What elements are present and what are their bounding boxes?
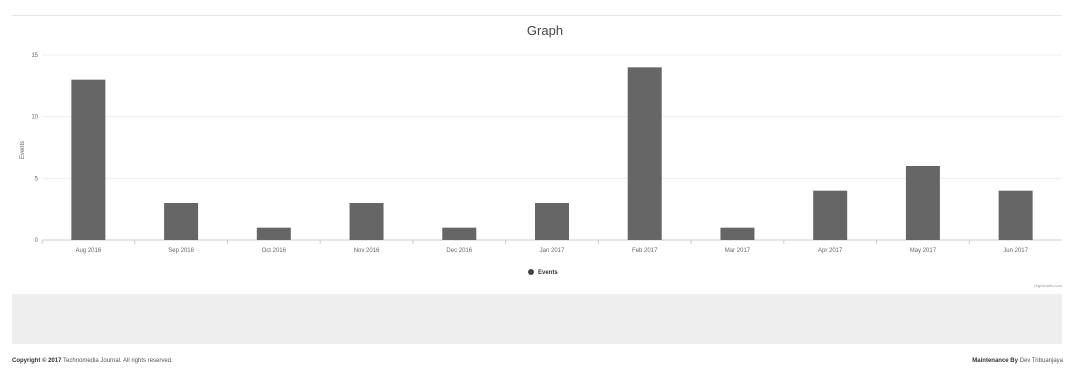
legend-marker-icon [528, 269, 534, 275]
bar[interactable] [71, 79, 106, 241]
x-tick-label: Aug 2016 [76, 248, 102, 254]
bar[interactable] [256, 227, 291, 240]
events-bar-chart: Graph Events 0 5 10 15 Aug 2016 Sep 2016 Oct … [20, 23, 1063, 288]
bars [71, 67, 1033, 241]
top-divider [12, 15, 1062, 16]
y-tick-label: 0 [35, 238, 39, 244]
maintainer-link[interactable]: Dev Tribuanjaya [1019, 358, 1063, 364]
y-axis-title: Events [20, 141, 26, 159]
copyright-strong: Copyright © 2017 [12, 358, 62, 364]
legend-label: Events [538, 270, 558, 276]
legend[interactable]: Events [528, 269, 558, 276]
x-tick-label: Nov 2016 [354, 248, 380, 254]
bar[interactable] [720, 227, 755, 240]
footer-band [12, 294, 1062, 344]
bar[interactable] [627, 67, 662, 240]
x-tick-label: Apr 2017 [818, 248, 843, 254]
y-axis-ticks: 0 5 10 15 [31, 53, 38, 244]
bar[interactable] [164, 203, 199, 240]
x-tick-label: Dec 2016 [446, 248, 472, 254]
x-tick-label: Mar 2017 [725, 248, 751, 254]
bar[interactable] [813, 190, 848, 240]
chart-credits[interactable]: Highcharts.com [1034, 283, 1062, 288]
x-tick-label: Jun 2017 [1003, 248, 1028, 254]
bar[interactable] [905, 166, 940, 240]
maintenance-credit: Maintenance By Dev Tribuanjaya [972, 358, 1063, 364]
y-tick-label: 15 [31, 53, 38, 59]
x-tick-label: Oct 2016 [262, 248, 287, 254]
chart-title: Graph [527, 23, 563, 38]
x-tick-label: Feb 2017 [632, 248, 658, 254]
bar[interactable] [442, 227, 477, 240]
x-tick-label: Jan 2017 [540, 248, 565, 254]
y-tick-label: 5 [35, 176, 39, 182]
y-tick-label: 10 [31, 115, 38, 121]
bar[interactable] [998, 190, 1033, 240]
x-axis-ticks: Aug 2016 Sep 2016 Oct 2016 Nov 2016 Dec 2016… [41, 240, 1029, 254]
bar[interactable] [349, 203, 384, 240]
copyright-text: Copyright © 2017 Technomedia Journal. Al… [12, 358, 173, 364]
copyright-rest: Technomedia Journal. All rights reserved… [63, 358, 173, 364]
x-tick-label: Sep 2016 [168, 248, 194, 254]
x-tick-label: May 2017 [910, 248, 937, 254]
bar[interactable] [535, 203, 569, 240]
maintenance-label: Maintenance By [972, 358, 1018, 364]
